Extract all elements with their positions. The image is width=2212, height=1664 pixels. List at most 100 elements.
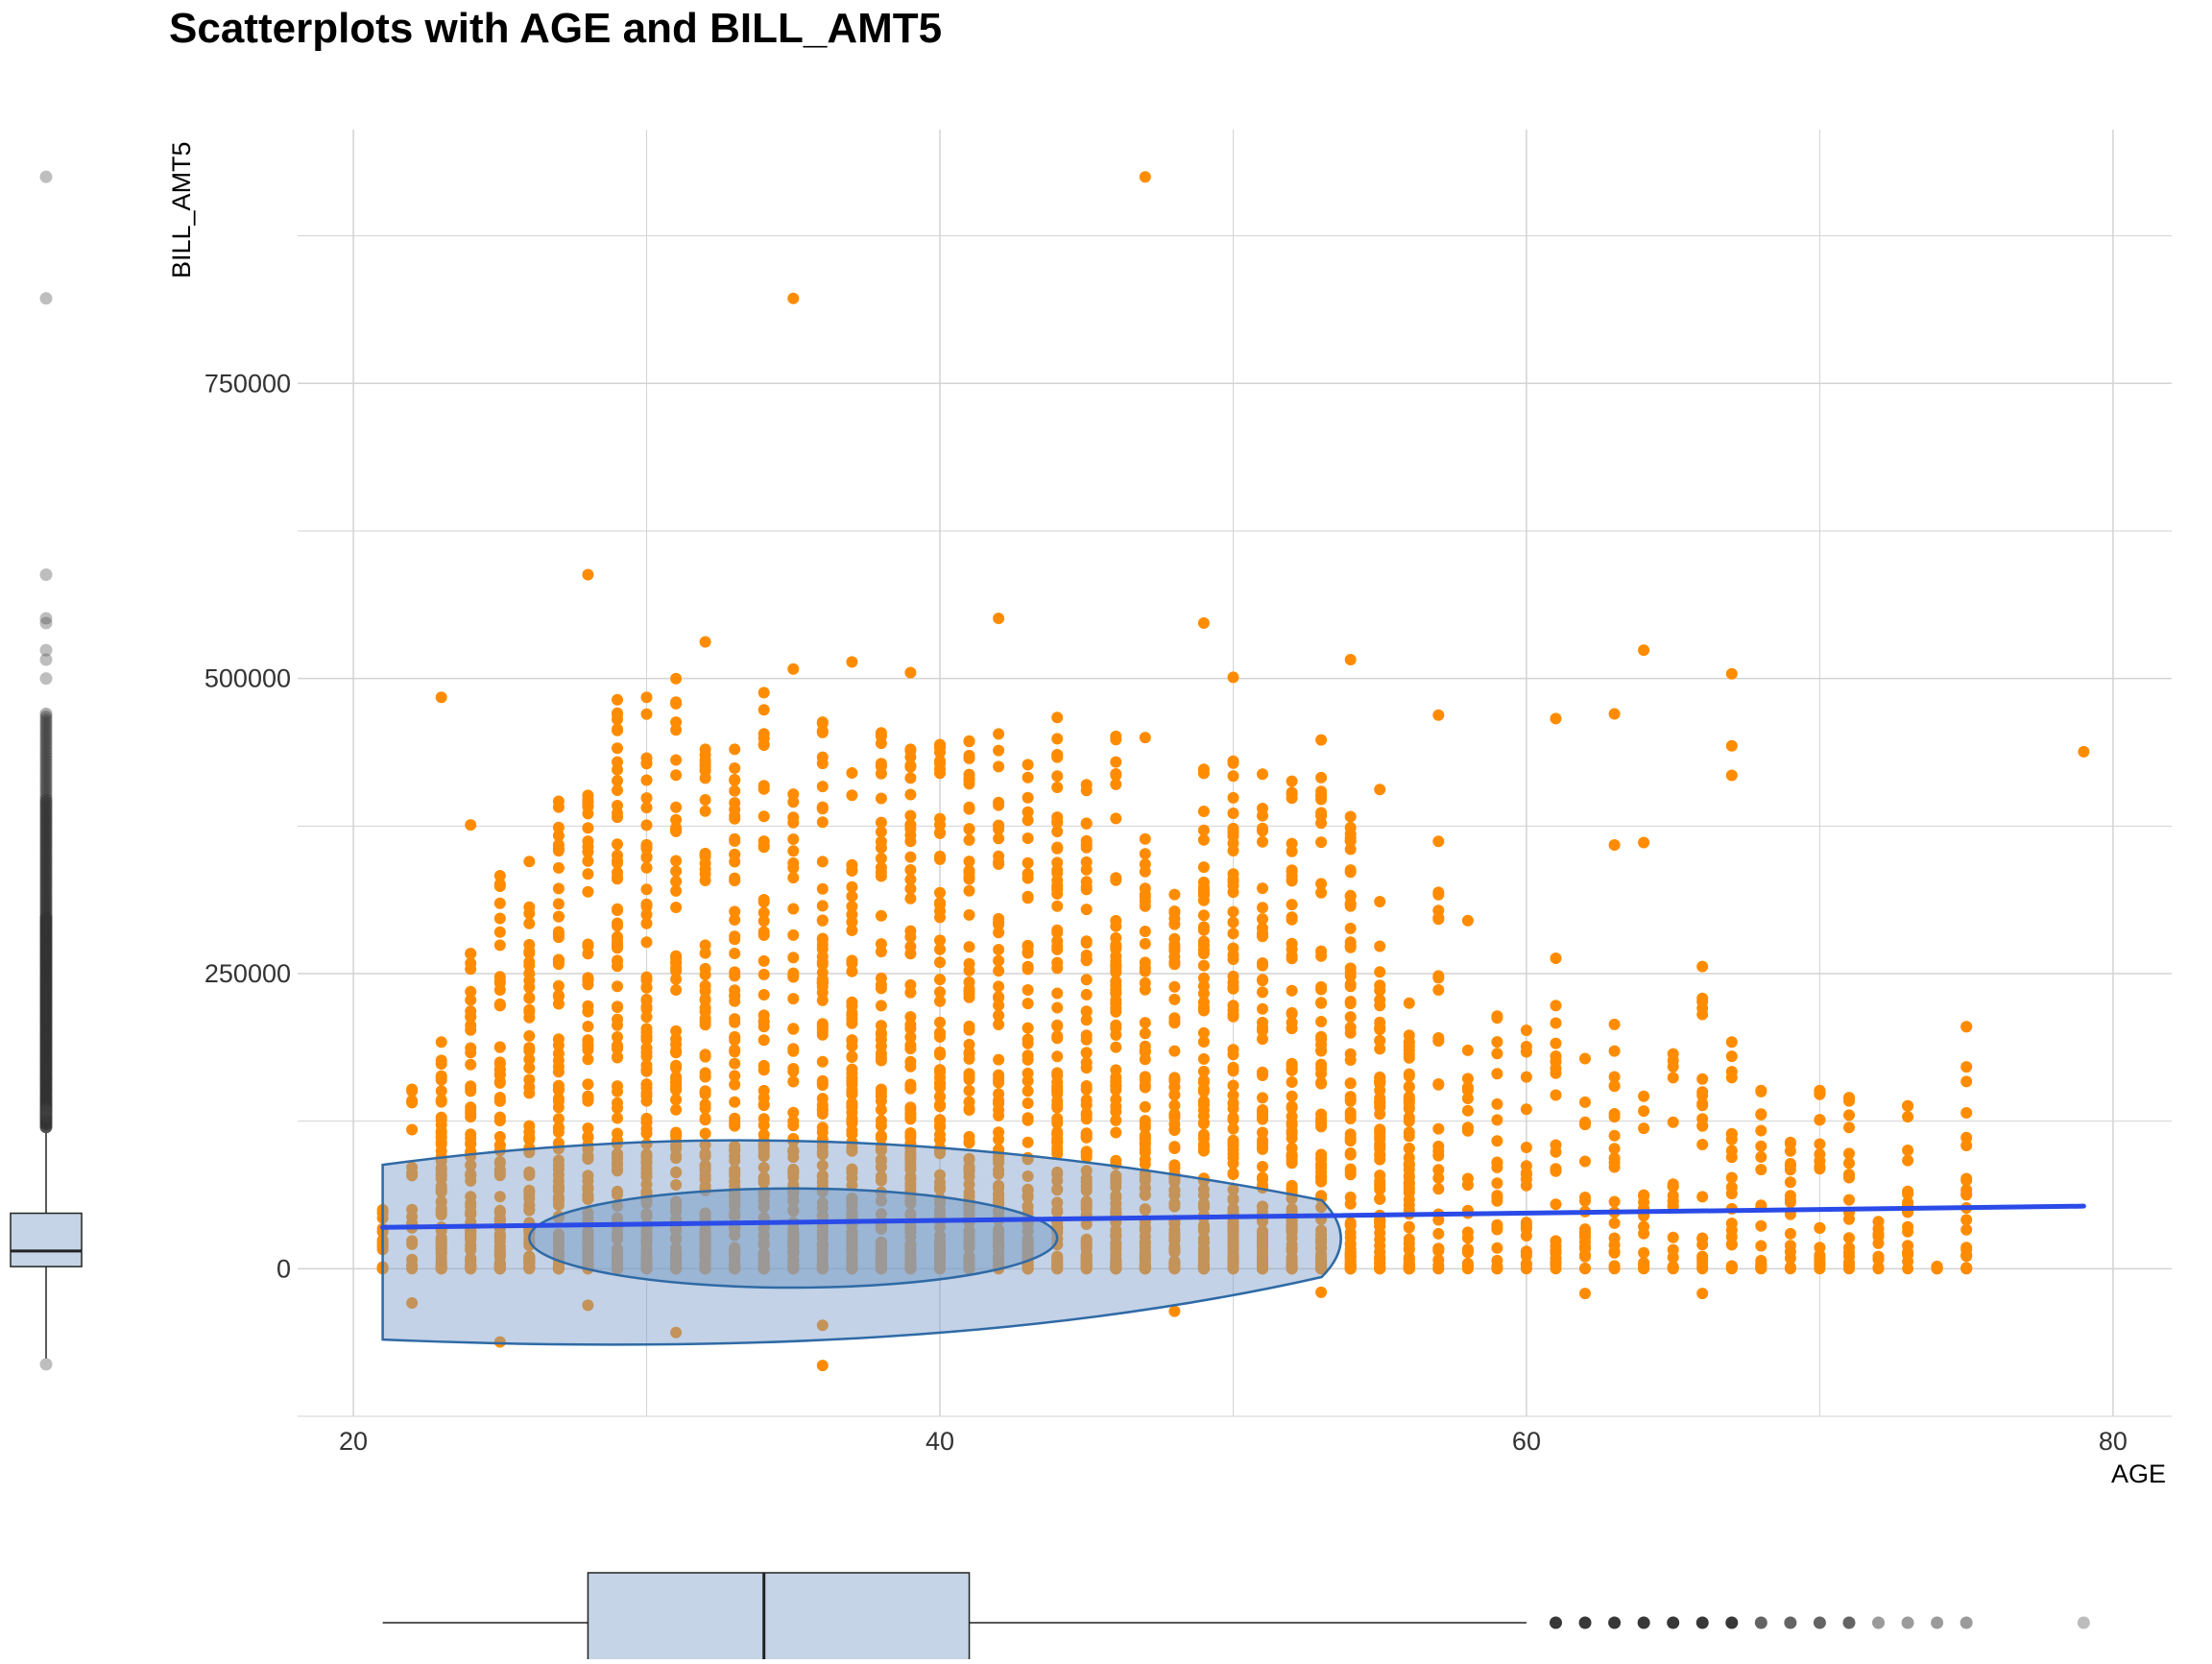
data-point <box>1491 1161 1503 1173</box>
data-point <box>435 1036 447 1049</box>
data-point <box>406 1123 419 1136</box>
age-outlier-point <box>1784 1616 1797 1629</box>
data-point <box>1286 775 1298 787</box>
data-point <box>1315 1229 1328 1242</box>
data-point <box>1080 1263 1093 1275</box>
data-point <box>552 821 565 833</box>
bill-outlier-point <box>39 787 53 800</box>
data-point <box>640 1059 653 1072</box>
data-point <box>1139 926 1151 937</box>
data-point <box>904 1177 917 1190</box>
data-point <box>1725 1231 1738 1243</box>
data-point <box>1872 1253 1885 1266</box>
data-point <box>1257 1263 1268 1275</box>
data-point <box>465 1132 477 1145</box>
data-point <box>1051 1206 1064 1218</box>
data-point <box>1960 1075 1973 1088</box>
data-point <box>1550 1146 1562 1158</box>
data-point <box>1110 1190 1122 1202</box>
data-point <box>846 1073 858 1084</box>
data-point <box>1491 1048 1503 1060</box>
data-point <box>1168 1232 1181 1243</box>
data-point <box>1227 1225 1239 1238</box>
data-point <box>1168 993 1181 1005</box>
data-point <box>670 1326 683 1338</box>
data-point <box>904 874 917 885</box>
data-point <box>993 992 1005 1004</box>
data-point <box>934 1121 946 1133</box>
data-point <box>1374 966 1386 978</box>
data-point <box>1197 987 1210 1000</box>
data-point <box>963 735 975 747</box>
data-point <box>1403 1233 1415 1245</box>
data-point <box>1257 1141 1268 1153</box>
data-point <box>1139 848 1151 860</box>
data-point <box>875 1090 887 1102</box>
data-point <box>523 947 536 959</box>
y-axis-title: BILL_AMT5 <box>167 141 196 278</box>
data-point <box>787 928 800 941</box>
data-point <box>816 1108 829 1120</box>
data-point <box>1022 832 1034 844</box>
bill-outlier-point <box>39 790 53 804</box>
data-point <box>1432 1263 1445 1275</box>
data-point <box>1286 1023 1298 1035</box>
data-point <box>846 656 858 668</box>
age-outlier-point <box>2077 1616 2090 1629</box>
data-point <box>904 1039 917 1051</box>
data-point <box>1461 1044 1474 1056</box>
data-point <box>670 1038 683 1050</box>
data-point <box>1286 1149 1298 1162</box>
data-point <box>640 708 653 720</box>
data-point <box>493 977 506 989</box>
data-point <box>640 752 653 764</box>
data-point <box>1197 1237 1210 1249</box>
data-point <box>757 1034 770 1047</box>
data-point <box>963 1020 975 1032</box>
data-point <box>1168 1184 1181 1196</box>
data-point <box>757 704 770 716</box>
data-point <box>1344 889 1357 902</box>
data-point <box>1638 836 1650 849</box>
data-point <box>1725 1171 1738 1184</box>
data-point <box>1110 1001 1122 1014</box>
data-point <box>729 914 741 926</box>
data-point <box>1696 1251 1709 1264</box>
data-point <box>1051 1113 1064 1125</box>
data-point <box>640 1167 653 1179</box>
data-point <box>963 1071 975 1083</box>
data-point <box>1491 1068 1503 1080</box>
data-point <box>552 953 565 966</box>
data-point <box>670 961 683 974</box>
data-point <box>934 1030 946 1043</box>
data-point <box>1315 1263 1328 1275</box>
data-point <box>552 1263 565 1275</box>
data-point <box>1080 904 1093 916</box>
data-point <box>1344 1135 1357 1147</box>
data-point <box>523 1087 536 1099</box>
data-point <box>670 855 683 867</box>
bill-outlier-point <box>39 567 53 581</box>
bill-outlier-point <box>39 752 53 765</box>
data-point <box>1843 1171 1855 1184</box>
data-point <box>1696 1263 1709 1275</box>
data-point <box>1902 1248 1914 1261</box>
data-point <box>787 872 800 884</box>
data-point <box>1051 940 1064 953</box>
data-point <box>1579 1226 1591 1239</box>
data-point <box>963 1104 975 1116</box>
age-outlier-point <box>1549 1616 1562 1629</box>
data-point <box>816 882 829 895</box>
data-point <box>582 1053 594 1066</box>
data-point <box>787 1145 800 1157</box>
data-point <box>1491 1010 1503 1023</box>
trend-line <box>380 1203 2086 1230</box>
data-point <box>493 1076 506 1089</box>
data-point <box>904 809 917 822</box>
data-point <box>1344 1026 1357 1039</box>
data-point <box>465 1058 477 1071</box>
data-point <box>1022 1074 1034 1087</box>
data-point <box>1286 1182 1298 1194</box>
data-point <box>699 1049 711 1061</box>
data-point <box>1257 1033 1268 1046</box>
